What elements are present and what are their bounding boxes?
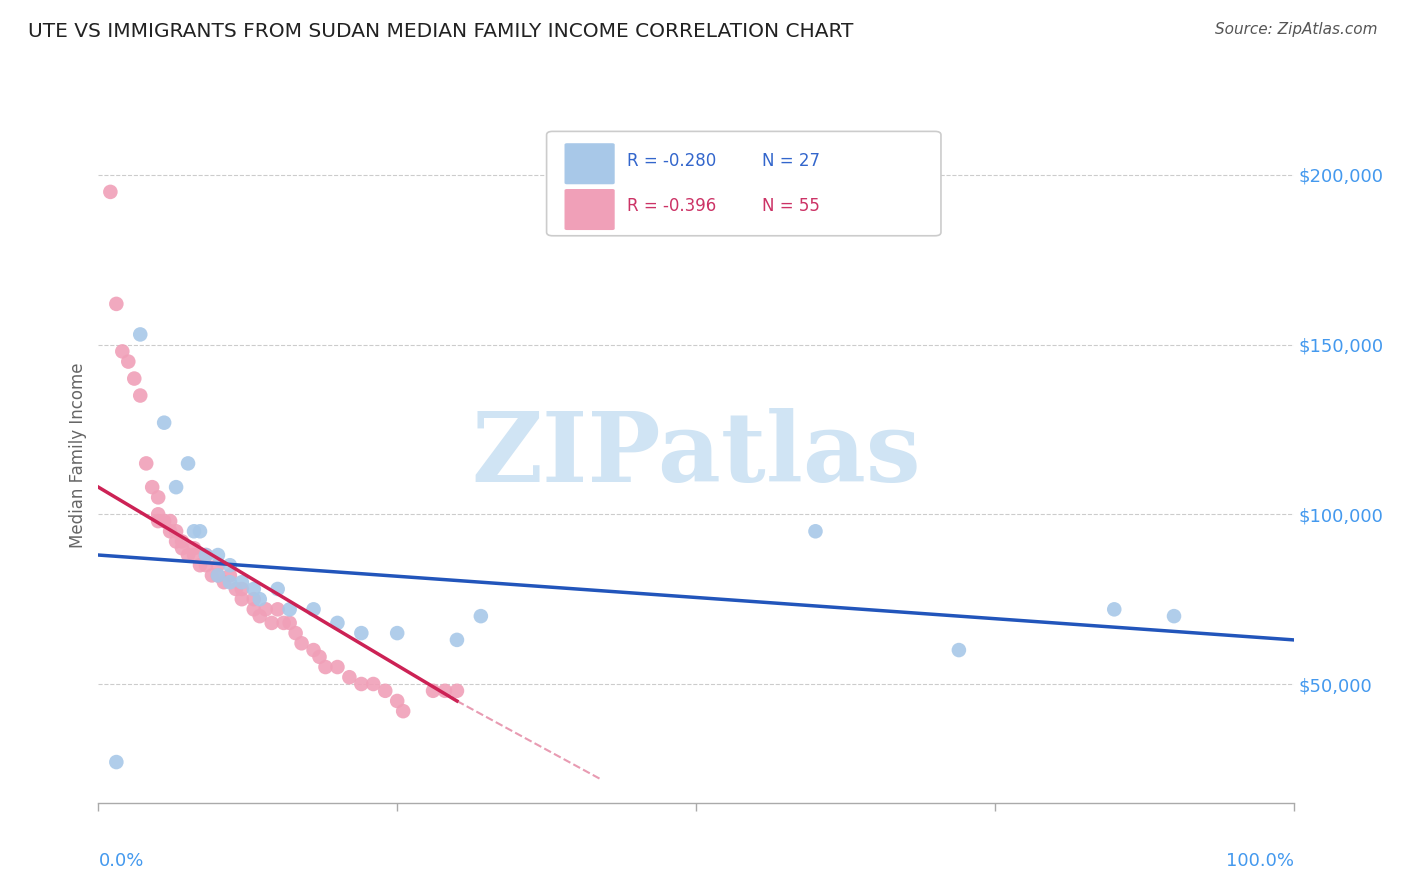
FancyBboxPatch shape (547, 131, 941, 235)
FancyBboxPatch shape (565, 144, 614, 185)
Point (302, 643, 325, 657)
Point (111, 344, 134, 359)
Point (148, 514, 170, 528)
Point (159, 524, 181, 539)
Point (278, 615, 301, 630)
Text: UTE VS IMMIGRANTS FROM SUDAN MEDIAN FAMILY INCOME CORRELATION CHART: UTE VS IMMIGRANTS FROM SUDAN MEDIAN FAMI… (28, 22, 853, 41)
Point (260, 615, 283, 630)
Point (219, 568, 242, 582)
Point (194, 548, 217, 562)
Point (98, 185, 122, 199)
Point (177, 457, 200, 471)
Text: Source: ZipAtlas.com: Source: ZipAtlas.com (1215, 22, 1378, 37)
Point (363, 677, 385, 691)
Point (148, 508, 170, 522)
Point (207, 568, 229, 582)
Point (392, 704, 415, 718)
Point (105, 755, 128, 769)
Point (422, 683, 444, 698)
Point (948, 643, 970, 657)
Point (1102, 602, 1125, 616)
Y-axis label: Median Family Income: Median Family Income (69, 362, 87, 548)
Point (183, 541, 205, 556)
Point (315, 660, 337, 674)
Point (177, 548, 200, 562)
Point (194, 548, 217, 562)
Point (243, 582, 266, 596)
Point (172, 541, 194, 556)
Point (212, 575, 235, 590)
Point (124, 371, 146, 385)
Point (201, 568, 224, 582)
Point (165, 480, 187, 494)
Text: 100.0%: 100.0% (1226, 852, 1294, 870)
Point (273, 615, 295, 630)
Point (385, 626, 409, 640)
Point (302, 602, 325, 616)
Point (385, 694, 409, 708)
Point (129, 388, 152, 402)
Point (165, 534, 187, 549)
Point (278, 602, 301, 616)
Point (284, 626, 307, 640)
Point (470, 609, 492, 624)
Text: ZIPatlas: ZIPatlas (471, 408, 921, 502)
Point (148, 491, 170, 505)
FancyBboxPatch shape (565, 189, 614, 230)
Text: R = -0.280: R = -0.280 (627, 152, 716, 169)
Point (159, 514, 181, 528)
Point (308, 649, 330, 664)
Point (153, 514, 176, 528)
Point (804, 524, 827, 539)
Point (188, 524, 211, 539)
Point (207, 558, 229, 573)
Point (1163, 609, 1185, 624)
Point (290, 636, 312, 650)
Point (207, 568, 229, 582)
Point (165, 524, 187, 539)
Point (231, 582, 253, 596)
Point (172, 534, 194, 549)
Point (141, 480, 163, 494)
Point (326, 660, 349, 674)
Point (129, 327, 152, 342)
Point (267, 582, 290, 596)
Point (183, 524, 205, 539)
Point (243, 602, 266, 616)
Point (117, 354, 139, 368)
Point (350, 626, 373, 640)
Text: R = -0.396: R = -0.396 (627, 197, 716, 215)
Point (350, 677, 373, 691)
Point (219, 558, 242, 573)
Point (249, 609, 271, 624)
Point (153, 416, 176, 430)
Point (326, 615, 349, 630)
Point (243, 592, 266, 607)
Point (135, 457, 157, 471)
Point (105, 297, 128, 311)
Point (188, 558, 211, 573)
Point (225, 582, 247, 596)
Point (267, 602, 290, 616)
Point (219, 575, 242, 590)
Point (183, 548, 205, 562)
Point (433, 683, 456, 698)
Point (231, 575, 253, 590)
Point (374, 683, 396, 698)
Point (254, 602, 277, 616)
Point (446, 632, 468, 647)
Text: N = 27: N = 27 (762, 152, 820, 169)
Point (194, 558, 217, 573)
Point (231, 592, 253, 607)
Text: N = 55: N = 55 (762, 197, 820, 215)
Point (249, 592, 271, 607)
Point (207, 548, 229, 562)
Point (446, 683, 468, 698)
Text: 0.0%: 0.0% (98, 852, 143, 870)
Point (337, 670, 360, 684)
